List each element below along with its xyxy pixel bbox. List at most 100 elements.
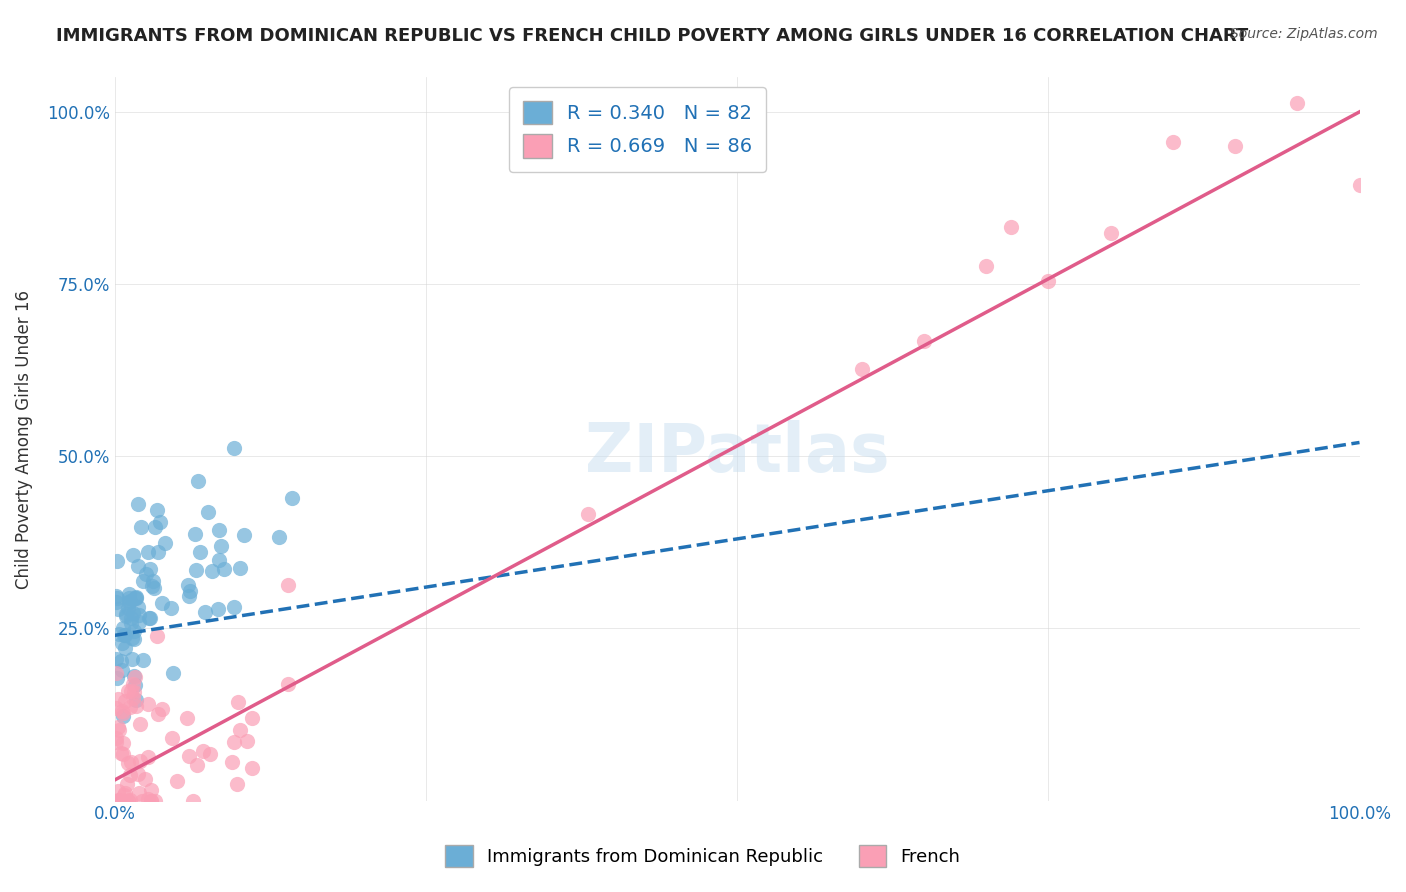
Legend: Immigrants from Dominican Republic, French: Immigrants from Dominican Republic, Fren… — [439, 838, 967, 874]
Point — [112, 706, 135, 720]
Point — [1161, 135, 1184, 149]
Point — [111, 747, 134, 762]
Point — [179, 584, 201, 599]
Point — [128, 607, 150, 622]
Point — [127, 767, 149, 781]
Point — [138, 611, 160, 625]
Point — [125, 590, 148, 604]
Point — [107, 784, 129, 798]
Point — [139, 794, 162, 808]
Point — [120, 793, 142, 807]
Point — [149, 516, 172, 530]
Point — [117, 756, 139, 770]
Point — [1223, 138, 1246, 153]
Point — [186, 757, 208, 772]
Point — [267, 530, 290, 544]
Point — [105, 591, 128, 605]
Point — [117, 794, 139, 808]
Point — [117, 684, 139, 698]
Point — [105, 554, 128, 568]
Point — [177, 577, 200, 591]
Point — [114, 628, 136, 642]
Point — [225, 777, 247, 791]
Point — [134, 772, 156, 786]
Point — [139, 783, 162, 797]
Point — [1000, 220, 1022, 235]
Point — [143, 520, 166, 534]
Point — [132, 574, 155, 589]
Point — [194, 605, 217, 619]
Point — [136, 792, 159, 806]
Point — [222, 441, 245, 455]
Point — [131, 794, 153, 808]
Point — [105, 731, 128, 745]
Point — [120, 615, 142, 630]
Point — [142, 574, 165, 588]
Point — [128, 615, 150, 630]
Point — [117, 777, 139, 791]
Point — [576, 507, 599, 521]
Point — [104, 794, 127, 808]
Point — [127, 497, 149, 511]
Point — [107, 602, 129, 616]
Point — [110, 747, 132, 761]
Point — [139, 611, 162, 625]
Point — [112, 708, 135, 723]
Point — [111, 621, 134, 635]
Point — [146, 629, 169, 643]
Point — [176, 710, 198, 724]
Point — [277, 578, 299, 592]
Point — [277, 676, 299, 690]
Point — [115, 609, 138, 624]
Point — [208, 552, 231, 566]
Y-axis label: Child Poverty Among Girls Under 16: Child Poverty Among Girls Under 16 — [15, 290, 32, 589]
Point — [104, 590, 127, 604]
Point — [141, 579, 163, 593]
Point — [105, 671, 128, 685]
Point — [118, 595, 141, 609]
Point — [114, 693, 136, 707]
Point — [200, 564, 222, 578]
Point — [232, 528, 254, 542]
Point — [1348, 178, 1371, 192]
Point — [105, 652, 128, 666]
Point — [146, 706, 169, 721]
Point — [184, 563, 207, 577]
Point — [125, 698, 148, 713]
Point — [221, 755, 243, 769]
Point — [120, 768, 142, 782]
Point — [118, 700, 141, 714]
Point — [104, 665, 127, 680]
Text: Source: ZipAtlas.com: Source: ZipAtlas.com — [1230, 27, 1378, 41]
Point — [107, 720, 129, 734]
Point — [179, 589, 201, 603]
Text: IMMIGRANTS FROM DOMINICAN REPUBLIC VS FRENCH CHILD POVERTY AMONG GIRLS UNDER 16 : IMMIGRANTS FROM DOMINICAN REPUBLIC VS FR… — [56, 27, 1249, 45]
Point — [121, 652, 143, 666]
Point — [120, 611, 142, 625]
Point — [108, 793, 131, 807]
Point — [121, 606, 143, 620]
Point — [111, 635, 134, 649]
Point — [146, 544, 169, 558]
Point — [129, 717, 152, 731]
Point — [143, 794, 166, 808]
Point — [150, 596, 173, 610]
Point — [166, 773, 188, 788]
Point — [125, 693, 148, 707]
Point — [191, 744, 214, 758]
Point — [112, 736, 135, 750]
Point — [122, 677, 145, 691]
Point — [208, 523, 231, 537]
Point — [139, 562, 162, 576]
Point — [128, 786, 150, 800]
Point — [184, 526, 207, 541]
Point — [108, 723, 131, 737]
Point — [181, 794, 204, 808]
Point — [974, 259, 997, 273]
Point — [124, 591, 146, 605]
Point — [114, 627, 136, 641]
Point — [188, 545, 211, 559]
Point — [228, 695, 250, 709]
Point — [104, 794, 127, 808]
Point — [136, 545, 159, 559]
